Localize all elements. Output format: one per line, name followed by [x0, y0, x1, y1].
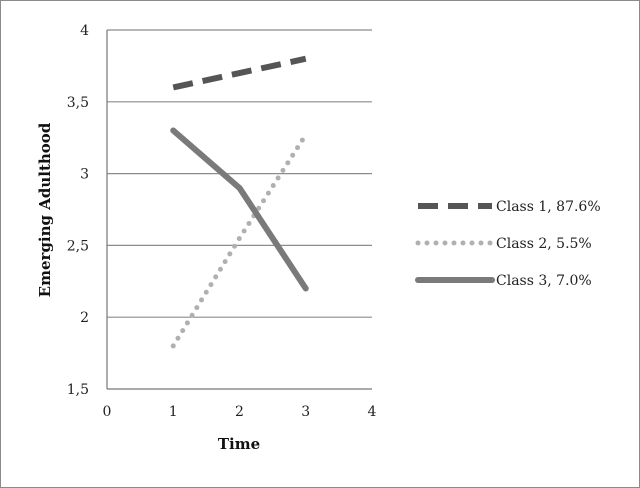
x-axis-title: Time — [218, 435, 260, 453]
y-tick-label: 4 — [80, 23, 89, 39]
series-lines — [170, 55, 309, 349]
axes — [106, 30, 372, 390]
x-tick-label: 0 — [103, 404, 112, 420]
y-axis-title: Emerging Adulthood — [36, 122, 54, 297]
y-tick-label: 2 — [80, 310, 89, 326]
y-tick-label: 1,5 — [67, 382, 89, 398]
legend-label: Class 2, 5.5% — [496, 236, 592, 252]
y-tick-label: 3,5 — [67, 95, 89, 111]
y-tick-label: 3 — [80, 167, 89, 183]
x-tick-label: 4 — [368, 404, 377, 420]
x-tick-label: 3 — [301, 404, 310, 420]
gridlines — [107, 29, 372, 318]
x-tick-label: 2 — [235, 404, 244, 420]
tick-labels: 1,5 2 2,5 3 3,5 4 0 1 2 3 4 — [67, 23, 377, 420]
y-tick-label: 2,5 — [67, 238, 89, 254]
x-tick-label: 1 — [169, 404, 178, 420]
legend: Class 1, 87.6% Class 2, 5.5% Class 3, 7.0% — [415, 199, 601, 289]
legend-label: Class 1, 87.6% — [496, 199, 601, 215]
legend-label: Class 3, 7.0% — [496, 273, 592, 289]
